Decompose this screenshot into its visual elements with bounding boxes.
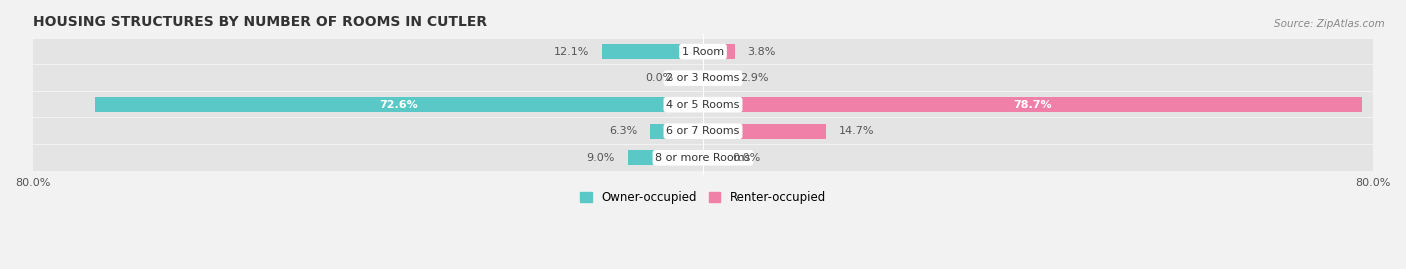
Bar — [703, 124, 827, 139]
Text: 6.3%: 6.3% — [609, 126, 638, 136]
Bar — [650, 124, 703, 139]
Bar — [627, 150, 703, 165]
Bar — [94, 97, 703, 112]
Bar — [703, 97, 1362, 112]
Text: 72.6%: 72.6% — [380, 100, 418, 110]
Text: 14.7%: 14.7% — [839, 126, 875, 136]
Text: 0.0%: 0.0% — [733, 153, 761, 163]
Bar — [32, 39, 1374, 64]
Text: 2 or 3 Rooms: 2 or 3 Rooms — [666, 73, 740, 83]
Text: 1 Room: 1 Room — [682, 47, 724, 56]
Text: HOUSING STRUCTURES BY NUMBER OF ROOMS IN CUTLER: HOUSING STRUCTURES BY NUMBER OF ROOMS IN… — [32, 15, 486, 29]
Bar — [32, 118, 1374, 144]
Legend: Owner-occupied, Renter-occupied: Owner-occupied, Renter-occupied — [575, 186, 831, 208]
Text: 8 or more Rooms: 8 or more Rooms — [655, 153, 751, 163]
Bar — [602, 44, 703, 59]
Text: 6 or 7 Rooms: 6 or 7 Rooms — [666, 126, 740, 136]
Bar — [32, 92, 1374, 118]
Text: Source: ZipAtlas.com: Source: ZipAtlas.com — [1274, 19, 1385, 29]
Text: 9.0%: 9.0% — [586, 153, 614, 163]
Text: 12.1%: 12.1% — [554, 47, 589, 56]
Text: 4 or 5 Rooms: 4 or 5 Rooms — [666, 100, 740, 110]
Text: 0.0%: 0.0% — [645, 73, 673, 83]
Text: 3.8%: 3.8% — [748, 47, 776, 56]
Bar — [32, 145, 1374, 171]
Text: 78.7%: 78.7% — [1014, 100, 1052, 110]
Bar — [703, 71, 727, 86]
Text: 2.9%: 2.9% — [740, 73, 768, 83]
Bar — [703, 44, 735, 59]
Bar — [32, 65, 1374, 91]
